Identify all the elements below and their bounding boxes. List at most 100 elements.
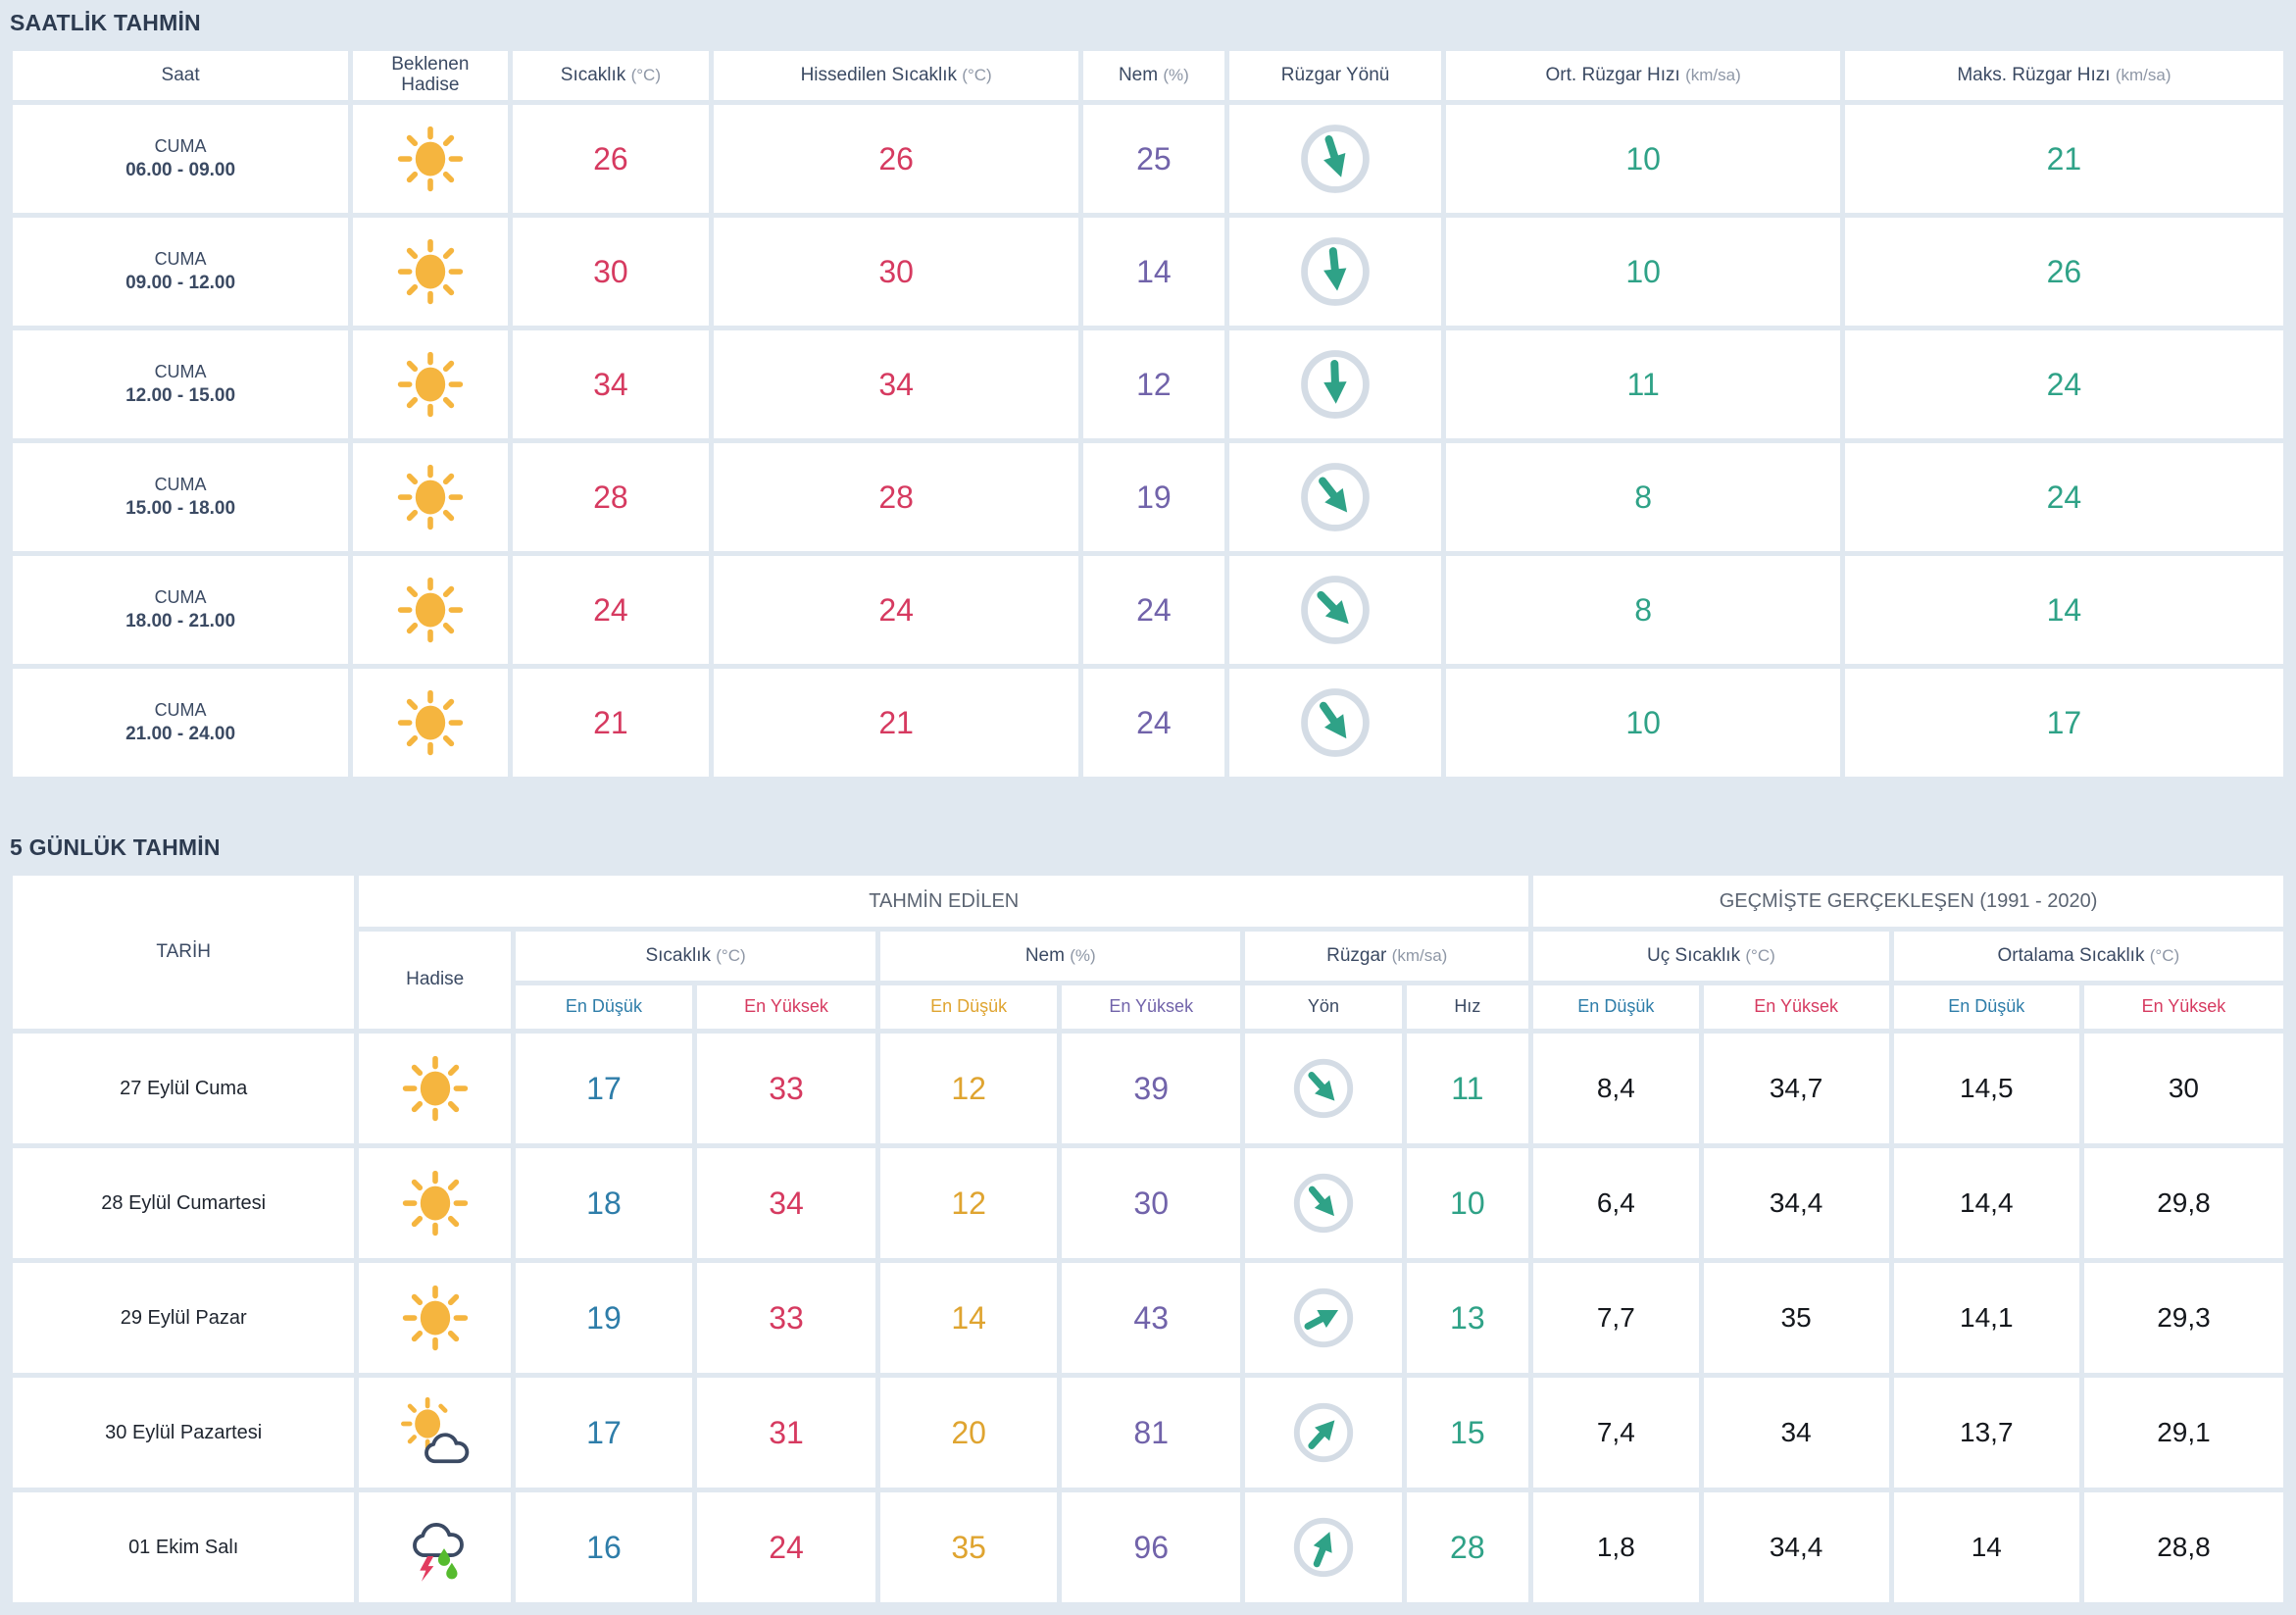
average-max-value: 29,1	[2083, 1378, 2283, 1488]
partly-cloudy-icon	[400, 1397, 471, 1468]
subcol-hum-max: En Yüksek	[1062, 985, 1241, 1029]
wind-direction-icon	[1301, 350, 1370, 419]
time-cell: CUMA 18.00 - 21.00	[13, 556, 349, 664]
humidity-min-value: 20	[880, 1378, 1058, 1488]
day-label: CUMA	[154, 362, 207, 381]
date-label: 27 Eylül Cuma	[13, 1034, 355, 1143]
col-nem-group: Nem (%)	[880, 932, 1241, 981]
avg-wind-value: 11	[1446, 330, 1840, 438]
wind-direction-icon	[1293, 1287, 1354, 1348]
hourly-row-2: CUMA 12.00 - 15.00 34 34 12 11 24	[13, 330, 2283, 438]
wind-direction-icon	[1301, 125, 1370, 193]
sunny-icon	[395, 462, 466, 532]
max-wind-value: 14	[1844, 556, 2283, 664]
max-wind-value: 21	[1844, 105, 2283, 213]
subcol-hum-min: En Düşük	[880, 985, 1058, 1029]
max-wind-value: 24	[1844, 330, 2283, 438]
humidity-value: 14	[1083, 218, 1224, 326]
daily-row-4: 01 Ekim Salı 16 24 35 96 28 1,8 34,4 14 …	[13, 1492, 2283, 1602]
humidity-min-value: 14	[880, 1263, 1058, 1373]
average-max-value: 28,8	[2083, 1492, 2283, 1602]
daily-row-1: 28 Eylül Cumartesi 18 34 12 30 10 6,4 34…	[13, 1148, 2283, 1258]
avg-wind-value: 10	[1446, 669, 1840, 777]
avg-wind-value: 10	[1446, 218, 1840, 326]
average-min-value: 13,7	[1893, 1378, 2079, 1488]
extreme-min-value: 8,4	[1533, 1034, 1699, 1143]
sunny-icon	[400, 1168, 471, 1238]
hours-label: 18.00 - 21.00	[125, 611, 236, 631]
hourly-forecast-table: Saat Beklenen Hadise Sıcaklık (°C) Hisse…	[8, 46, 2288, 782]
extreme-max-value: 34,4	[1703, 1148, 1889, 1258]
hourly-header-row: Saat Beklenen Hadise Sıcaklık (°C) Hisse…	[13, 51, 2283, 100]
wind-direction-icon	[1301, 688, 1370, 757]
wind-direction-icon	[1293, 1058, 1354, 1119]
average-min-value: 14,1	[1893, 1263, 2079, 1373]
sunny-icon	[395, 349, 466, 420]
col-ort-ruzgar: Ort. Rüzgar Hızı (km/sa)	[1446, 51, 1840, 100]
col-saat: Saat	[13, 51, 349, 100]
hours-label: 12.00 - 15.00	[125, 385, 236, 406]
temp-min-value: 17	[515, 1034, 692, 1143]
daily-section-title: 5 GÜNLÜK TAHMİN	[10, 834, 221, 860]
hours-label: 06.00 - 09.00	[125, 160, 236, 180]
group-forecast: TAHMİN EDİLEN	[359, 876, 1529, 927]
humidity-value: 24	[1083, 669, 1224, 777]
extreme-min-value: 7,7	[1533, 1263, 1699, 1373]
temp-max-value: 33	[696, 1034, 876, 1143]
time-cell: CUMA 06.00 - 09.00	[13, 105, 349, 213]
wind-direction-icon	[1301, 463, 1370, 531]
date-label: 29 Eylül Pazar	[13, 1263, 355, 1373]
humidity-value: 25	[1083, 105, 1224, 213]
col-ortalama-sicaklik-group: Ortalama Sıcaklık (°C)	[1893, 932, 2283, 981]
humidity-max-value: 96	[1062, 1492, 1241, 1602]
average-max-value: 29,3	[2083, 1263, 2283, 1373]
sunny-icon	[395, 575, 466, 645]
avg-wind-value: 8	[1446, 443, 1840, 551]
hours-label: 21.00 - 24.00	[125, 724, 236, 744]
extreme-max-value: 34	[1703, 1378, 1889, 1488]
date-label: 30 Eylül Pazartesi	[13, 1378, 355, 1488]
hourly-row-0: CUMA 06.00 - 09.00 26 26 25 10 21	[13, 105, 2283, 213]
temperature-value: 30	[512, 218, 710, 326]
feels-like-value: 30	[714, 218, 1079, 326]
humidity-value: 12	[1083, 330, 1224, 438]
temp-min-value: 19	[515, 1263, 692, 1373]
feels-like-value: 34	[714, 330, 1079, 438]
temp-min-value: 16	[515, 1492, 692, 1602]
humidity-max-value: 39	[1062, 1034, 1241, 1143]
subcol-ext-max: En Yüksek	[1703, 985, 1889, 1029]
col-beklenen-hadise: Beklenen Hadise	[353, 51, 508, 100]
humidity-max-value: 81	[1062, 1378, 1241, 1488]
col-ruzgar-yonu: Rüzgar Yönü	[1228, 51, 1442, 100]
hourly-section-title: SAATLİK TAHMİN	[10, 10, 201, 35]
time-cell: CUMA 09.00 - 12.00	[13, 218, 349, 326]
humidity-max-value: 30	[1062, 1148, 1241, 1258]
wind-speed-value: 11	[1406, 1034, 1529, 1143]
extreme-min-value: 1,8	[1533, 1492, 1699, 1602]
col-maks-ruzgar: Maks. Rüzgar Hızı (km/sa)	[1844, 51, 2283, 100]
day-label: CUMA	[154, 475, 207, 494]
daily-forecast-table: TARİH TAHMİN EDİLEN GEÇMİŞTE GERÇEKLEŞEN…	[8, 871, 2288, 1607]
subcol-yon: Yön	[1245, 985, 1402, 1029]
temp-max-value: 31	[696, 1378, 876, 1488]
subcol-hiz: Hız	[1406, 985, 1529, 1029]
extreme-max-value: 34,4	[1703, 1492, 1889, 1602]
hourly-row-5: CUMA 21.00 - 24.00 21 21 24 10 17	[13, 669, 2283, 777]
wind-direction-icon	[1301, 237, 1370, 306]
storm-rain-icon	[400, 1512, 471, 1583]
col-sicaklik: Sıcaklık (°C)	[512, 51, 710, 100]
temp-min-value: 17	[515, 1378, 692, 1488]
max-wind-value: 24	[1844, 443, 2283, 551]
daily-row-2: 29 Eylül Pazar 19 33 14 43 13 7,7 35 14,…	[13, 1263, 2283, 1373]
avg-wind-value: 8	[1446, 556, 1840, 664]
day-label: CUMA	[154, 700, 207, 720]
temp-min-value: 18	[515, 1148, 692, 1258]
sunny-icon	[400, 1053, 471, 1124]
hours-label: 09.00 - 12.00	[125, 273, 236, 293]
subcol-temp-min: En Düşük	[515, 985, 692, 1029]
col-tarih: TARİH	[13, 876, 355, 1029]
wind-direction-icon	[1293, 1517, 1354, 1578]
temperature-value: 28	[512, 443, 710, 551]
extreme-min-value: 6,4	[1533, 1148, 1699, 1258]
